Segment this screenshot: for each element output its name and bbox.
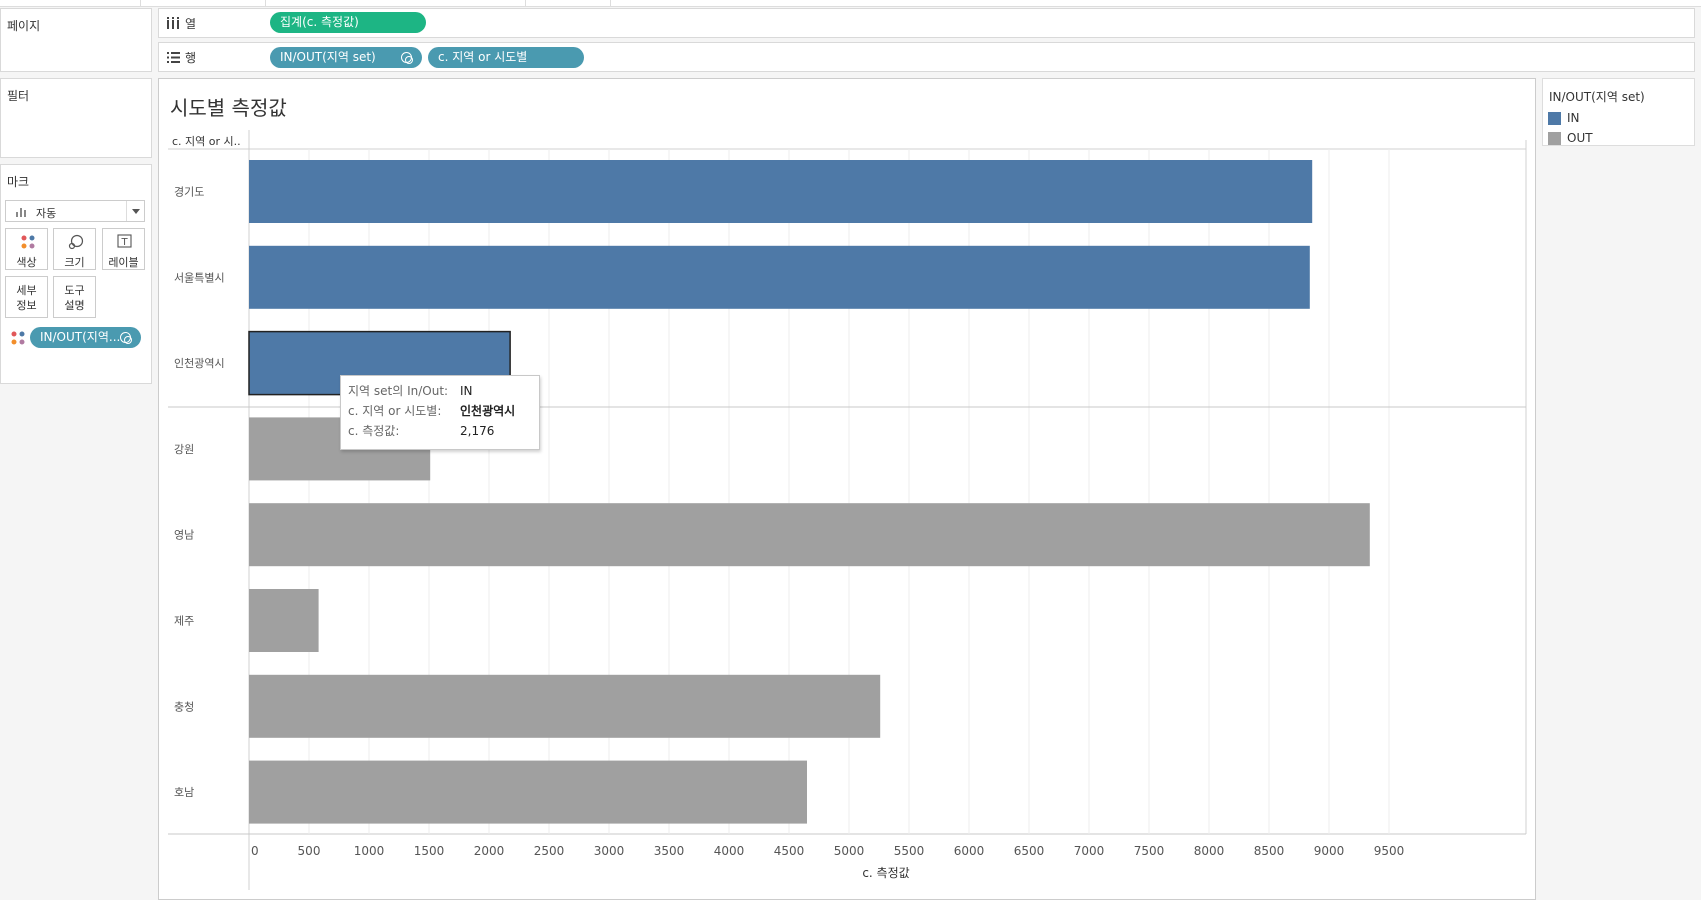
- size-button-label: 크기: [64, 256, 85, 269]
- category-label: 영남: [174, 529, 194, 542]
- x-tick-label: 9000: [1314, 844, 1345, 858]
- mark-type-dropdown[interactable]: 자동: [5, 200, 145, 222]
- x-tick-label: 9500: [1374, 844, 1405, 858]
- link-icon: [120, 332, 132, 344]
- x-tick-label: 2500: [534, 844, 565, 858]
- tooltip-key: 지역 set의 In/Out:: [348, 384, 449, 398]
- columns-measure-pill[interactable]: 집계(c. 측정값): [270, 12, 426, 33]
- chart-bars: [248, 160, 1370, 824]
- category-label: 강원: [174, 443, 194, 456]
- row-field-header[interactable]: c. 지역 or 시..: [172, 135, 241, 148]
- filters-panel[interactable]: 필터: [0, 78, 152, 158]
- tooltip-value: 인천광역시: [460, 404, 516, 418]
- legend-swatch-out[interactable]: [1548, 132, 1561, 145]
- x-tick-label: 8500: [1254, 844, 1285, 858]
- label-button-label: 레이블: [108, 256, 139, 269]
- x-tick-label: 3500: [654, 844, 685, 858]
- chevron-down-icon[interactable]: [126, 201, 144, 221]
- rows-region-pill-label: c. 지역 or 시도별: [438, 50, 528, 64]
- x-tick-label: 1000: [354, 844, 385, 858]
- detail-button[interactable]: 세부 정보: [5, 276, 48, 318]
- tooltip-value: IN: [460, 384, 473, 398]
- pages-panel[interactable]: 페이지: [0, 8, 152, 72]
- tooltip-value: 2,176: [460, 424, 495, 438]
- x-tick-label: 5500: [894, 844, 925, 858]
- rows-shelf-label: 행: [185, 51, 197, 65]
- color-field-pill[interactable]: IN/OUT(지역...: [30, 327, 141, 348]
- x-tick-label: 5000: [834, 844, 865, 858]
- x-tick-label: 1500: [414, 844, 445, 858]
- text-label-icon: T: [117, 234, 132, 248]
- legend-item-out[interactable]: OUT: [1567, 131, 1593, 145]
- category-label: 서울특별시: [174, 271, 225, 284]
- bar[interactable]: [249, 160, 1313, 223]
- tooltip-button-label: 도구 설명: [64, 284, 85, 312]
- bar-chart-icon: [16, 207, 28, 217]
- hover-tooltip: 지역 set의 In/Out: IN c. 지역 or 시도별: 인천광역시 c…: [340, 375, 540, 450]
- category-label: 제주: [174, 615, 194, 628]
- tooltip-button[interactable]: 도구 설명: [53, 276, 96, 318]
- category-label: 경기도: [174, 186, 204, 199]
- rows-icon: [167, 52, 180, 63]
- x-axis-title: c. 측정값: [862, 866, 909, 880]
- x-tick-label: 6500: [1014, 844, 1045, 858]
- size-button[interactable]: 크기: [53, 228, 96, 270]
- x-tick-label: 500: [298, 844, 321, 858]
- x-tick-label: 3000: [594, 844, 625, 858]
- legend-title: IN/OUT(지역 set): [1549, 90, 1645, 104]
- x-tick-label: 0: [251, 844, 259, 858]
- x-tick-label: 7000: [1074, 844, 1105, 858]
- color-button-label: 색상: [16, 256, 37, 269]
- top-toolbar-strip: [0, 0, 1701, 7]
- color-field-icon: [11, 331, 25, 345]
- color-button[interactable]: 색상: [5, 228, 48, 270]
- bar[interactable]: [249, 245, 1310, 309]
- tooltip-key: c. 지역 or 시도별:: [348, 404, 442, 418]
- columns-shelf-label: 열: [185, 17, 197, 31]
- color-field-pill-label: IN/OUT(지역...: [40, 330, 121, 344]
- chart-title: 시도별 측정값: [170, 96, 287, 120]
- x-tick-label: 4000: [714, 844, 745, 858]
- x-tick-label: 4500: [774, 844, 805, 858]
- svg-text:T: T: [120, 237, 128, 248]
- marks-panel-title: 마크: [7, 175, 30, 189]
- tooltip-key: c. 측정값:: [348, 424, 400, 438]
- color-legend: [1542, 78, 1695, 146]
- label-button[interactable]: T 레이블: [102, 228, 145, 270]
- size-icon: [68, 234, 84, 250]
- x-tick-label: 2000: [474, 844, 505, 858]
- link-icon: [401, 52, 413, 64]
- category-label: 인천광역시: [174, 356, 225, 370]
- filters-panel-title: 필터: [7, 89, 30, 103]
- pages-panel-title: 페이지: [7, 19, 41, 33]
- rows-set-pill-label: IN/OUT(지역 set): [280, 50, 376, 64]
- x-tick-label: 7500: [1134, 844, 1165, 858]
- color-palette-icon: [21, 235, 35, 249]
- legend-item-in[interactable]: IN: [1567, 111, 1580, 125]
- detail-button-label: 세부 정보: [16, 284, 37, 312]
- legend-swatch-in[interactable]: [1548, 112, 1561, 125]
- bar[interactable]: [249, 503, 1370, 567]
- x-tick-label: 8000: [1194, 844, 1225, 858]
- category-label: 호남: [174, 786, 194, 799]
- bar[interactable]: [249, 674, 881, 738]
- mark-type-label: 자동: [36, 207, 57, 220]
- x-tick-label: 6000: [954, 844, 985, 858]
- bar[interactable]: [249, 589, 319, 652]
- rows-set-pill[interactable]: IN/OUT(지역 set): [270, 47, 422, 68]
- columns-icon: [167, 17, 179, 29]
- rows-region-pill[interactable]: c. 지역 or 시도별: [428, 47, 584, 68]
- columns-measure-pill-label: 집계(c. 측정값): [280, 15, 359, 29]
- category-label: 충청: [174, 700, 194, 713]
- bar[interactable]: [249, 760, 807, 824]
- axis-tick-labels: 0 500 1000 1500 2000 2500 3000 3500 4000 4500 5000…: [251, 844, 1404, 858]
